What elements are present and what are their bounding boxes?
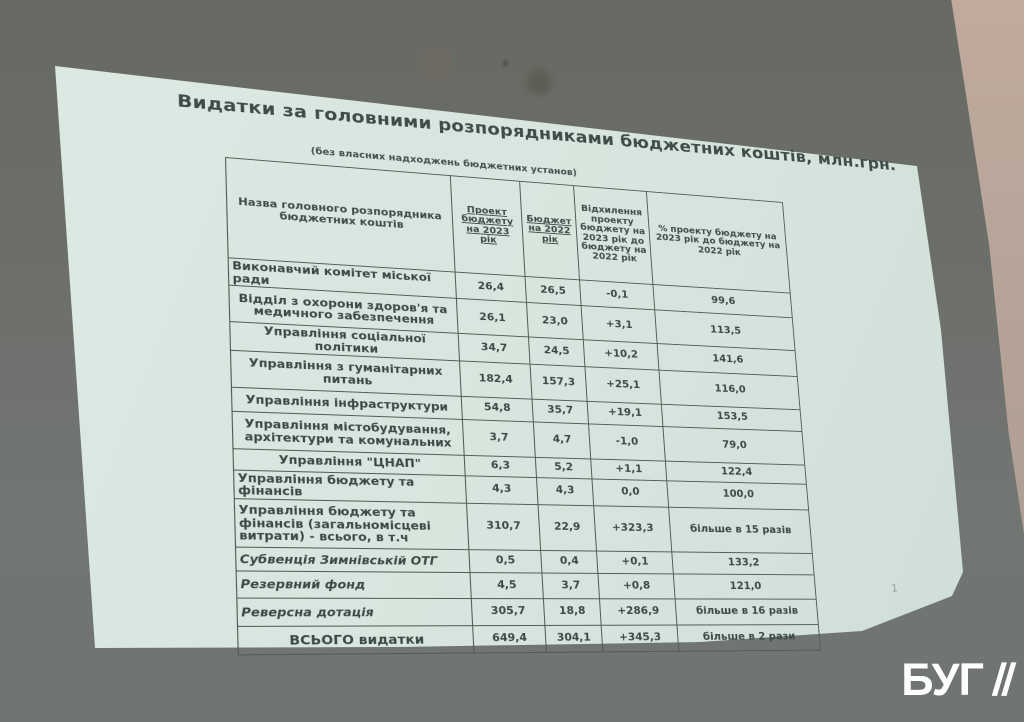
value-cell: 121,0 bbox=[673, 574, 816, 599]
value-cell: 3,7 bbox=[542, 573, 600, 599]
value-cell: 22,9 bbox=[538, 505, 596, 551]
value-cell: більше в 15 разів bbox=[669, 507, 813, 553]
slide-page-number: 1 bbox=[891, 582, 898, 594]
row-name-cell: Реверсна дотація bbox=[237, 598, 473, 626]
row-name-cell: Резервний фонд bbox=[236, 571, 471, 599]
value-cell: +286,9 bbox=[599, 599, 676, 625]
value-cell: 182,4 bbox=[459, 360, 532, 398]
value-cell: 26,5 bbox=[525, 276, 581, 305]
value-cell: +10,2 bbox=[583, 340, 659, 370]
value-cell: більше в 2 рази bbox=[677, 624, 821, 651]
table-row: Резервний фонд 4,5 3,7 +0,8 121,0 bbox=[236, 571, 816, 599]
watermark-text: БУГ bbox=[901, 654, 983, 706]
value-cell: +323,3 bbox=[594, 506, 672, 552]
slide-content: Видатки за головними розпорядниками бюдж… bbox=[156, 37, 948, 660]
row-name-cell: Управління бюджету та фінансів (загально… bbox=[234, 499, 469, 550]
photo-of-projection: Видатки за головними розпорядниками бюдж… bbox=[0, 0, 1024, 722]
value-cell: 310,7 bbox=[467, 503, 541, 550]
value-cell: 157,3 bbox=[530, 364, 587, 401]
value-cell: 4,5 bbox=[470, 572, 543, 598]
value-cell: +0,1 bbox=[596, 551, 673, 574]
watermark-slashes-icon: // bbox=[990, 654, 1014, 706]
row-name-cell: ВСЬОГО видатки bbox=[238, 626, 474, 655]
value-cell: 24,5 bbox=[528, 337, 584, 366]
value-cell: 0,4 bbox=[541, 550, 598, 573]
value-cell: 54,8 bbox=[461, 396, 533, 422]
row-name-cell: Субвенція Зимнівській ОТГ bbox=[236, 547, 470, 572]
watermark-logo: БУГ // bbox=[901, 654, 1012, 706]
value-cell: 34,7 bbox=[458, 334, 530, 364]
value-cell: 4,3 bbox=[465, 475, 538, 504]
value-cell: 0,5 bbox=[469, 550, 542, 573]
value-cell: 100,0 bbox=[667, 480, 809, 509]
value-cell: 0,0 bbox=[592, 479, 669, 508]
value-cell: 4,7 bbox=[533, 422, 590, 459]
value-cell: 304,1 bbox=[545, 625, 603, 652]
value-cell: 4,3 bbox=[536, 477, 593, 505]
table-row: Реверсна дотація 305,7 18,8 +286,9 більше в … bbox=[237, 598, 819, 626]
value-cell: +345,3 bbox=[601, 625, 679, 652]
header-deviation-column: Відхилення проекту бюджету на 2023 рік д… bbox=[574, 186, 653, 285]
value-cell: +19,1 bbox=[587, 401, 663, 426]
table-row: ВСЬОГО видатки 649,4 304,1 +345,3 більше в 2… bbox=[238, 624, 821, 654]
header-2022-column: Бюджет на 2022 рік bbox=[520, 181, 580, 280]
budget-table-body: Виконавчий комітет міської ради 26,4 26,5-… bbox=[228, 258, 820, 655]
value-cell: 35,7 bbox=[532, 399, 589, 424]
value-cell: 79,0 bbox=[663, 426, 805, 465]
slide-title: Видатки за головними розпорядниками бюдж… bbox=[177, 91, 834, 169]
value-cell: більше в 16 разів bbox=[675, 599, 818, 625]
value-cell: +25,1 bbox=[585, 366, 661, 404]
row-name-cell: Управління бюджету та фінансів bbox=[234, 470, 467, 503]
header-name-column: Назва головного розпорядника бюджетних к… bbox=[226, 158, 456, 273]
value-cell: 5,2 bbox=[535, 457, 592, 479]
value-cell: 3,7 bbox=[462, 419, 535, 457]
value-cell: 18,8 bbox=[543, 599, 601, 626]
value-cell: +1,1 bbox=[591, 459, 667, 481]
value-cell: +3,1 bbox=[581, 306, 657, 344]
header-2023-column: Проект бюджету на 2023 рік bbox=[450, 176, 525, 277]
wall-speck bbox=[503, 60, 508, 67]
value-cell: +0,8 bbox=[598, 573, 675, 599]
value-cell: 6,3 bbox=[464, 455, 536, 477]
value-cell: 26,1 bbox=[456, 299, 528, 338]
value-cell: -1,0 bbox=[589, 424, 666, 461]
value-cell: 116,0 bbox=[659, 370, 800, 410]
value-cell: 23,0 bbox=[527, 303, 584, 340]
value-cell: 649,4 bbox=[473, 625, 547, 653]
header-percent-column: % проекту бюджету на 2023 рік до бюджету… bbox=[646, 191, 790, 293]
budget-table: Назва головного розпорядника бюджетних к… bbox=[225, 157, 821, 655]
value-cell: 305,7 bbox=[471, 598, 545, 625]
value-cell: 133,2 bbox=[672, 552, 814, 575]
value-cell: 26,4 bbox=[455, 272, 526, 303]
